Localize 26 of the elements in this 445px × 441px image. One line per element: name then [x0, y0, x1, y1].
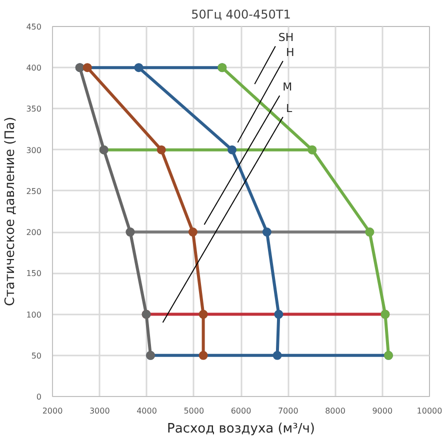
x-tick-label: 9000: [372, 406, 393, 416]
y-tick-label: 250: [26, 186, 42, 196]
y-tick-label: 400: [26, 64, 42, 73]
chart-title: 50Гц 400-450Т1: [191, 8, 291, 22]
annotation: SH: [278, 31, 294, 44]
x-tick-label: 2000: [42, 406, 63, 416]
x-tick-label: 10000: [416, 406, 442, 416]
y-tick-label: 450: [26, 22, 42, 32]
x-axis-title: Расход воздуха (м³/ч): [167, 422, 315, 436]
x-tick-label: 8000: [325, 406, 346, 416]
y-tick-label: 200: [26, 228, 42, 238]
annotation: L: [286, 102, 293, 115]
y-tick-label: 100: [26, 310, 42, 320]
y-tick-label: 350: [26, 104, 42, 114]
y-tick-label: 300: [26, 146, 42, 155]
y-tick-label: 150: [26, 269, 42, 278]
x-tick-label: 5000: [184, 406, 204, 416]
annotation: M: [282, 80, 292, 94]
x-tick-label: 3000: [89, 406, 110, 416]
y-tick-label: 50: [31, 351, 42, 360]
annotation: H: [286, 46, 294, 60]
x-tick-label: 6000: [230, 406, 252, 416]
y-axis-title: Статическое давление (Па): [3, 116, 18, 306]
x-tick-label: 7000: [278, 406, 298, 416]
y-tick-label: 0: [36, 392, 42, 402]
x-tick-label: 4000: [136, 406, 157, 416]
